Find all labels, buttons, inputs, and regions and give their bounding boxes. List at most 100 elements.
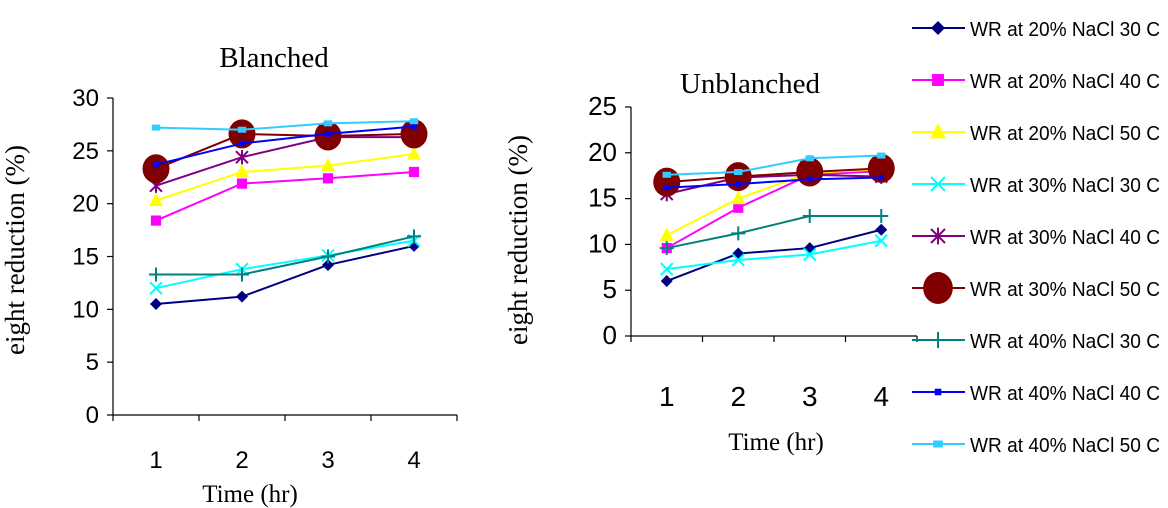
legend-label: WR at 30% NaCl 40 C	[970, 227, 1160, 249]
unblanched-data-point	[659, 241, 674, 256]
blanched-data-point	[150, 298, 162, 311]
blanched-series-line	[155, 125, 415, 166]
blanched-x-axis-label: Time (hr)	[202, 481, 298, 508]
unblanched-data-point	[662, 171, 671, 178]
blanched-data-point	[323, 120, 333, 127]
blanched-y-axis-label: eight reduction (%)	[0, 145, 30, 355]
unblanched-series-line	[666, 170, 882, 249]
unblanched-x-tick-label: 4	[873, 381, 889, 412]
unblanched-data-point	[877, 152, 886, 159]
blanched-x-tick-label: 1	[149, 447, 162, 474]
legend-swatch-marker	[931, 21, 945, 35]
unblanched-data-point	[805, 155, 814, 162]
legend: WR at 20% NaCl 30 C WR at 20% NaCl 40 C WR…	[912, 19, 1160, 457]
unblanched-data-point	[724, 162, 752, 192]
legend-label: WR at 30% NaCl 50 C	[970, 279, 1160, 301]
blanched-plot-area: 0 5 10 15 20 25 30 1 2 3 4	[72, 85, 458, 474]
unblanched-data-point	[660, 275, 673, 288]
unblanched-series-line	[666, 154, 882, 176]
unblanched-data-point	[807, 176, 813, 183]
unblanched-x-axis-label: Time (hr)	[728, 429, 824, 456]
blanched-data-point	[322, 173, 334, 184]
blanched-series-wr-at-40pct-nacl-50-c	[151, 118, 419, 133]
unblanched-data-point	[878, 174, 884, 181]
legend-item-wr-at-30pct-nacl-40-c: WR at 30% NaCl 40 C	[912, 227, 1160, 249]
unblanched-data-point	[660, 262, 674, 276]
blanched-series-line	[155, 244, 415, 306]
blanched-series-line	[155, 170, 415, 222]
blanched-data-point	[322, 258, 334, 271]
blanched-data-point	[237, 126, 247, 133]
blanched-series-line	[155, 136, 414, 187]
legend-item-wr-at-40pct-nacl-40-c: WR at 40% NaCl 40 C	[912, 383, 1160, 405]
blanched-series-line	[155, 120, 415, 131]
blanched-series-line	[155, 132, 415, 170]
blanched-data-point	[235, 164, 249, 178]
legend-swatch-marker	[933, 440, 943, 448]
unblanched-series-line	[666, 239, 882, 271]
legend-label: WR at 30% NaCl 30 C	[970, 175, 1160, 197]
unblanched-data-point	[731, 226, 746, 241]
blanched-y-tick-label: 5	[86, 349, 99, 376]
unblanched-data-point	[731, 253, 745, 267]
unblanched-y-tick-label: 15	[588, 183, 617, 213]
legend-swatch-marker	[930, 123, 946, 139]
unblanched-data-point	[664, 184, 670, 191]
legend-label: WR at 20% NaCl 40 C	[970, 71, 1160, 93]
unblanched-y-tick-label: 0	[603, 320, 617, 350]
legend-label: WR at 40% NaCl 50 C	[970, 435, 1160, 457]
unblanched-series-wr-at-40pct-nacl-50-c	[662, 152, 886, 178]
blanched-data-point	[407, 146, 421, 160]
unblanched-data-point	[874, 209, 889, 224]
blanched-title: Blanched	[219, 42, 329, 74]
blanched-series-line	[155, 239, 415, 290]
unblanched-y-tick-label: 20	[588, 137, 617, 167]
unblanched-data-point	[802, 209, 817, 224]
unblanched-y-axis-label: eight reduction (%)	[503, 135, 533, 345]
unblanched-data-point	[867, 153, 895, 183]
blanched-data-point	[408, 166, 420, 178]
unblanched-title: Unblanched	[680, 68, 821, 100]
blanched-data-point	[236, 290, 248, 303]
blanched-data-point	[142, 154, 170, 184]
legend-swatch-marker	[930, 176, 946, 192]
unblanched-data-point	[733, 202, 744, 213]
blanched-data-point	[149, 281, 163, 295]
blanched-series-wr-at-40pct-nacl-30-c	[149, 229, 421, 282]
unblanched-data-point	[875, 223, 888, 236]
legend-label: WR at 40% NaCl 40 C	[970, 383, 1160, 405]
blanched-series-wr-at-40pct-nacl-40-c	[153, 123, 417, 168]
unblanched-series-line	[666, 167, 882, 184]
legend-swatch-marker	[930, 227, 946, 245]
unblanched-plot-area: 0 5 10 15 20 25 1 2 3 4	[588, 91, 918, 412]
blanched-data-point	[239, 140, 245, 147]
unblanched-data-point	[803, 242, 816, 255]
legend-item-wr-at-30pct-nacl-30-c: WR at 30% NaCl 30 C	[912, 175, 1160, 197]
blanched-data-point	[409, 118, 419, 125]
blanched-x-tick-label: 3	[321, 447, 334, 474]
blanched-chart: Blanched eight reduction (%) Time (hr) 0…	[0, 42, 458, 508]
unblanched-chart: Unblanched eight reduction (%) Time (hr)…	[503, 68, 918, 456]
unblanched-series-line	[666, 215, 882, 250]
unblanched-data-point	[874, 234, 888, 248]
unblanched-data-point	[732, 247, 745, 260]
legend-item-wr-at-40pct-nacl-50-c: WR at 40% NaCl 50 C	[912, 435, 1160, 457]
unblanched-data-point	[734, 169, 743, 176]
unblanched-data-point	[731, 190, 746, 205]
legend-swatch-marker	[932, 74, 944, 86]
blanched-data-point	[151, 124, 161, 131]
blanched-data-point	[228, 119, 256, 149]
unblanched-data-point	[796, 157, 824, 187]
unblanched-y-tick-label: 25	[588, 91, 617, 121]
blanched-data-point	[321, 249, 335, 264]
legend-item-wr-at-40pct-nacl-30-c: WR at 40% NaCl 30 C	[912, 331, 1160, 353]
legend-label: WR at 40% NaCl 30 C	[970, 331, 1160, 353]
blanched-y-tick-label: 10	[72, 296, 99, 323]
blanched-data-point	[407, 229, 421, 244]
blanched-data-point	[150, 215, 162, 226]
legend-item-wr-at-20pct-nacl-30-c: WR at 20% NaCl 30 C	[912, 19, 1160, 41]
blanched-series-wr-at-20pct-nacl-30-c	[150, 239, 420, 311]
unblanched-data-point	[803, 247, 817, 262]
legend-swatch-marker	[930, 332, 946, 348]
